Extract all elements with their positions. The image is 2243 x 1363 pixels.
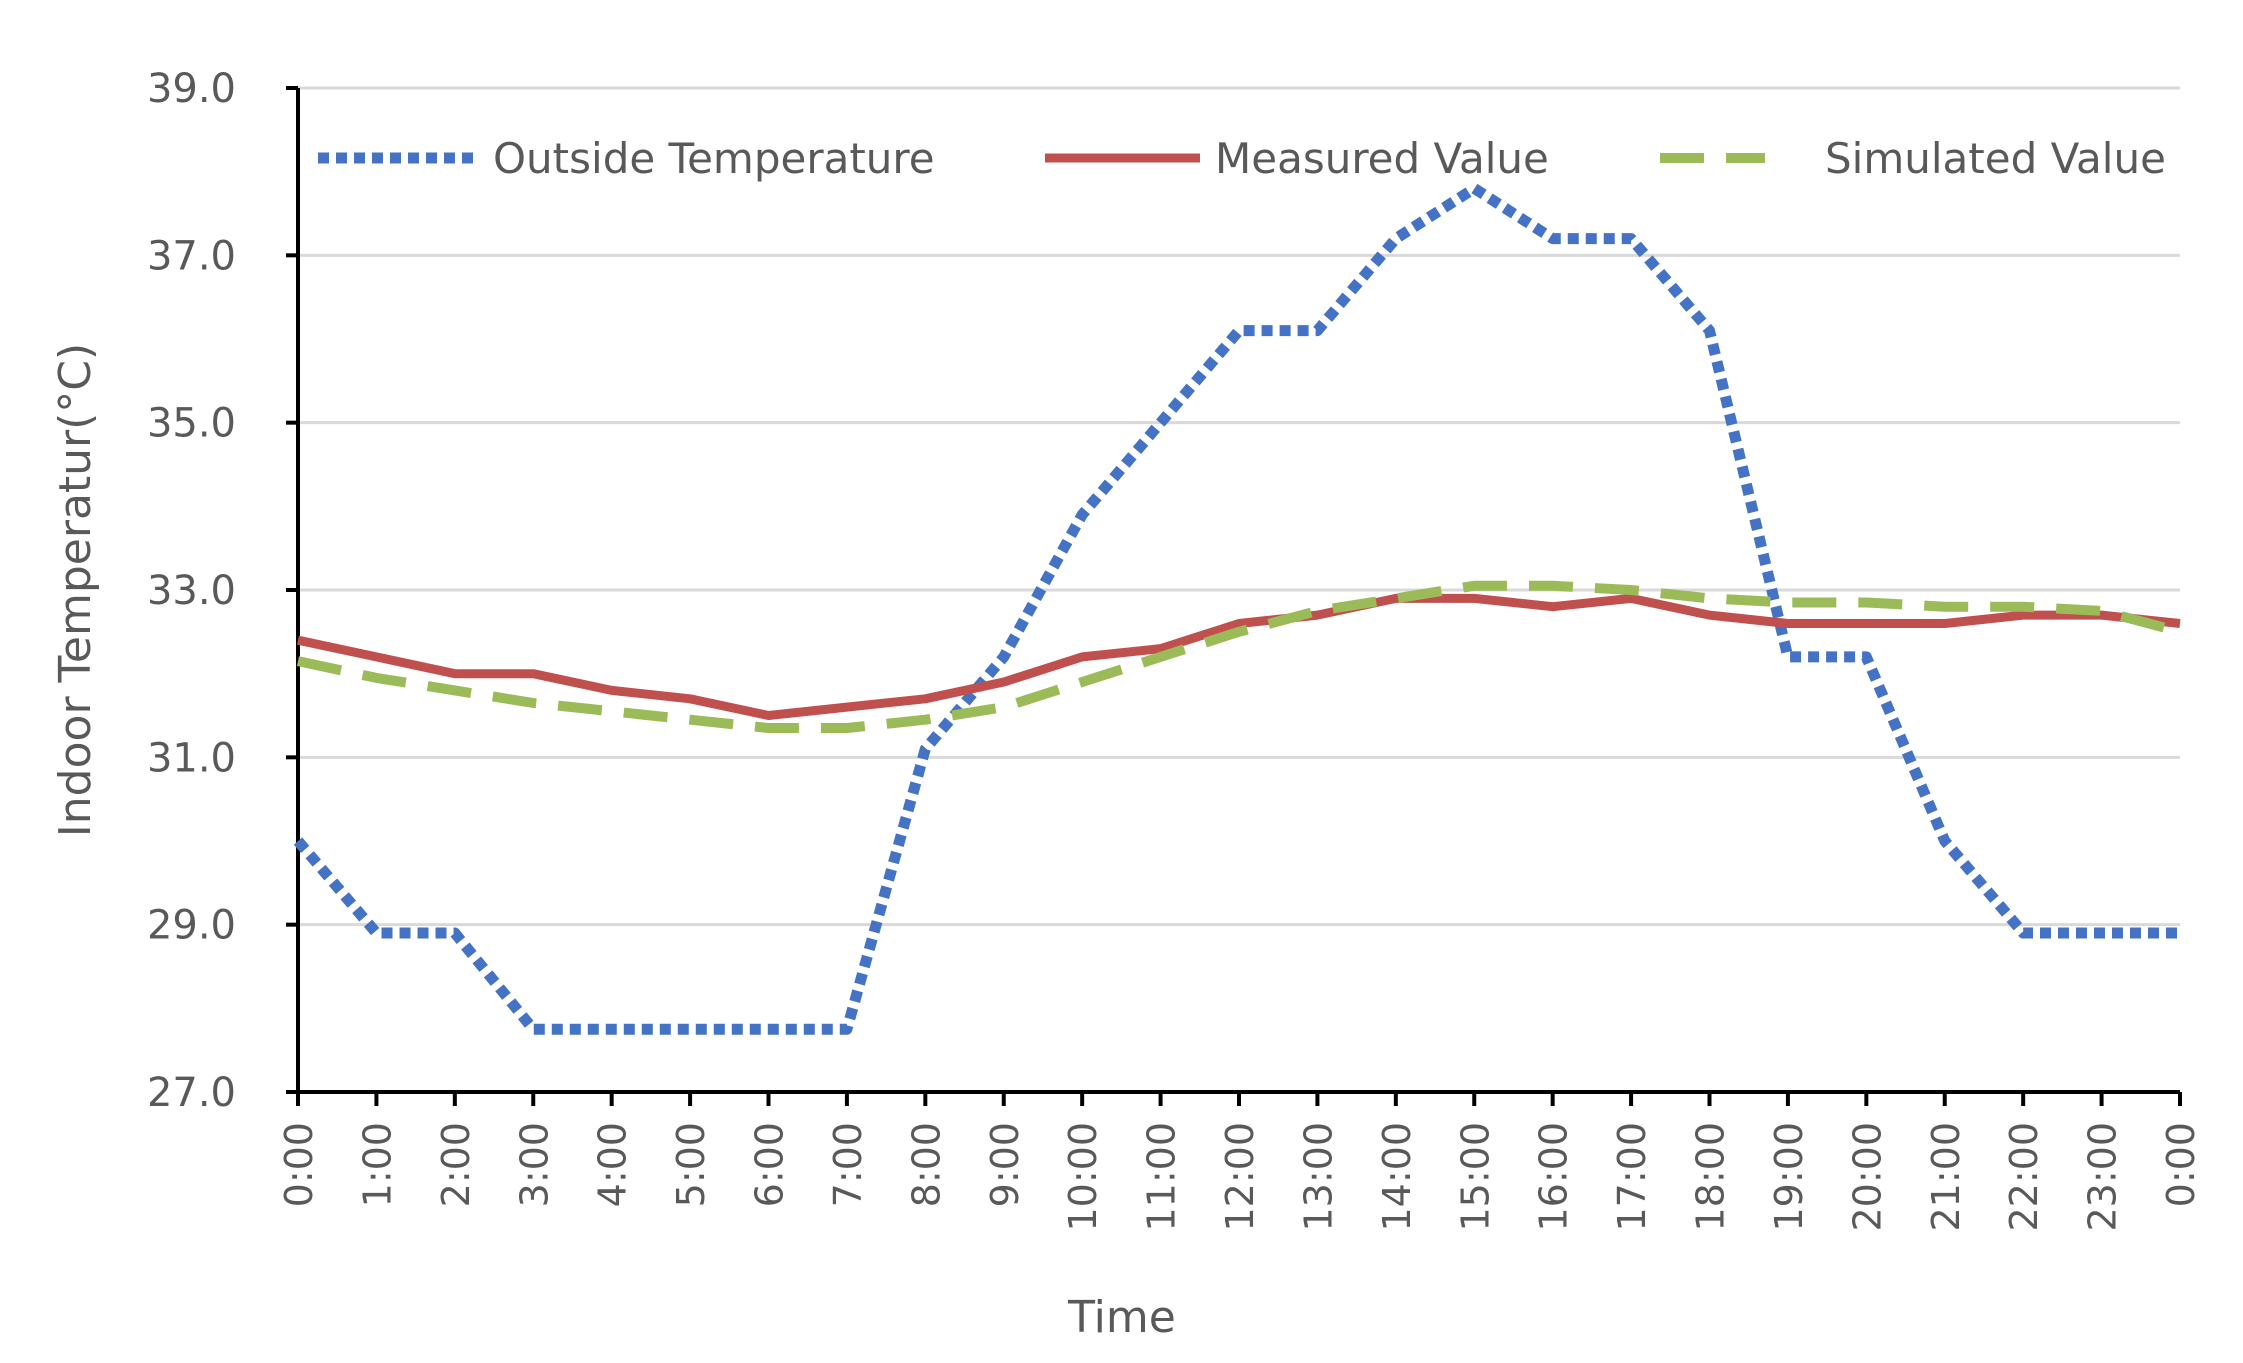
x-tick-label: 8:00 — [904, 1122, 948, 1207]
x-tick-label: 0:00 — [277, 1122, 321, 1207]
legend-label: Outside Temperature — [493, 134, 935, 183]
x-tick-label: 7:00 — [826, 1122, 870, 1207]
x-tick-label: 5:00 — [669, 1122, 713, 1207]
y-tick-label: 27.0 — [147, 1070, 236, 1116]
x-tick-label: 9:00 — [983, 1122, 1027, 1207]
x-tick-label: 15:00 — [1453, 1122, 1497, 1232]
x-tick-label: 1:00 — [355, 1122, 399, 1207]
x-tick-label: 19:00 — [1767, 1122, 1811, 1232]
x-tick-label: 17:00 — [1610, 1122, 1654, 1232]
x-tick-label: 21:00 — [1924, 1122, 1968, 1232]
x-tick-label: 6:00 — [748, 1122, 792, 1207]
y-axis-title: Indoor Temperatur(°C) — [50, 343, 101, 837]
y-tick-label: 39.0 — [147, 66, 236, 112]
legend-label: Simulated Value — [1825, 134, 2166, 183]
legend: Outside Temperature Measured Value Simulat… — [318, 134, 2166, 183]
series-line-measured-value — [297, 593, 2181, 720]
x-tick-label: 12:00 — [1218, 1122, 1262, 1232]
x-tick-label: 10:00 — [1061, 1122, 1105, 1232]
x-tick-label: 3:00 — [512, 1122, 556, 1207]
y-tick-label: 37.0 — [147, 233, 236, 279]
x-tick-label: 22:00 — [2002, 1122, 2046, 1232]
y-tick-label: 33.0 — [147, 568, 236, 614]
axes: 27.0 29.0 31.0 33.0 35.0 37.0 39.0 0:00 1:00 2:00… — [147, 66, 2203, 1232]
x-tick-label: 4:00 — [591, 1122, 635, 1207]
series-line-simulated-value — [296, 580, 2182, 733]
y-tick-label: 29.0 — [147, 903, 236, 949]
x-tick-label: 2:00 — [434, 1122, 478, 1207]
x-tick-label: 18:00 — [1689, 1122, 1733, 1232]
x-tick-label: 13:00 — [1296, 1122, 1340, 1232]
y-tick-label: 35.0 — [147, 401, 236, 447]
x-axis-title: Time — [1067, 1292, 1176, 1343]
gridlines — [298, 86, 2180, 927]
legend-label: Measured Value — [1215, 134, 1549, 183]
x-tick-label: 20:00 — [1845, 1122, 1889, 1232]
x-tick-label: 11:00 — [1140, 1122, 1184, 1232]
x-tick-label: 14:00 — [1375, 1122, 1419, 1232]
x-tick-label: 16:00 — [1532, 1122, 1576, 1232]
y-tick-label: 31.0 — [147, 735, 236, 781]
x-tick-label: 23:00 — [2081, 1122, 2125, 1232]
x-tick-label: 0:00 — [2159, 1122, 2203, 1207]
series-line-outside-temperature — [293, 182, 2180, 1035]
series-lines — [293, 182, 2182, 1035]
